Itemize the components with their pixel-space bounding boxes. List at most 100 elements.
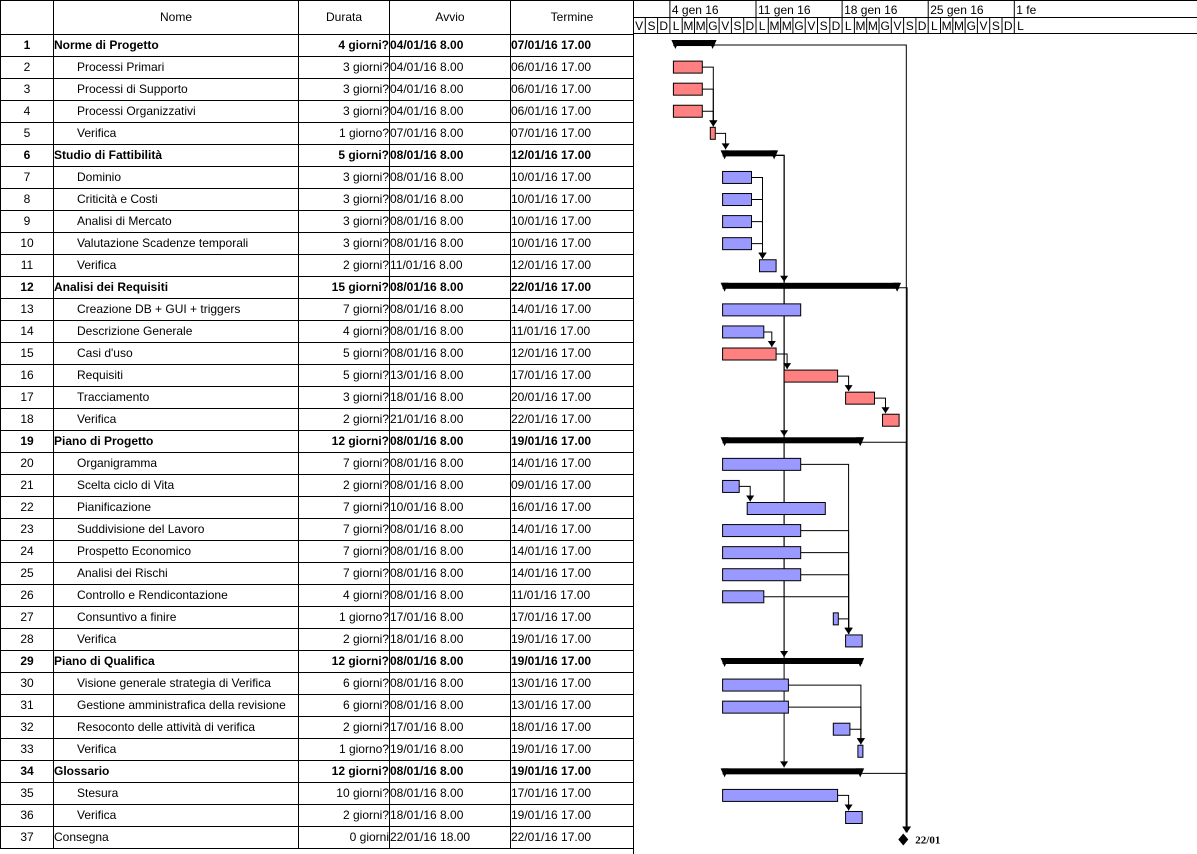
task-end[interactable]: 12/01/16 17.00 (510, 144, 634, 167)
task-end[interactable]: 14/01/16 17.00 (510, 452, 634, 475)
task-end[interactable]: 19/01/16 17.00 (510, 804, 634, 827)
column-header-duration[interactable]: Durata (298, 0, 390, 35)
table-row[interactable]: 2 Processi Primari 3 giorni? 04/01/16 8.00 0… (0, 56, 634, 79)
task-duration[interactable]: 3 giorni? (298, 232, 390, 255)
task-name[interactable]: Criticità e Costi (53, 188, 299, 211)
task-end[interactable]: 14/01/16 17.00 (510, 298, 634, 321)
table-row[interactable]: 33 Verifica 1 giorno? 19/01/16 8.00 19/01/16… (0, 738, 634, 761)
task-name[interactable]: Stesura (53, 782, 299, 805)
task-name[interactable]: Studio di Fattibilità (53, 144, 299, 167)
table-row[interactable]: 10 Valutazione Scadenze temporali 3 giorni… (0, 232, 634, 255)
task-duration[interactable]: 10 giorni? (298, 782, 390, 805)
task-start[interactable]: 04/01/16 8.00 (389, 34, 511, 57)
task-end[interactable]: 06/01/16 17.00 (510, 56, 634, 79)
task-end[interactable]: 06/01/16 17.00 (510, 78, 634, 101)
task-duration[interactable]: 3 giorni? (298, 166, 390, 189)
task-start[interactable]: 08/01/16 8.00 (389, 210, 511, 233)
task-duration[interactable]: 15 giorni? (298, 276, 390, 299)
task-start[interactable]: 08/01/16 8.00 (389, 650, 511, 673)
column-header-start[interactable]: Avvio (389, 0, 511, 35)
table-row[interactable]: 20 Organigramma 7 giorni? 08/01/16 8.00 14/0… (0, 452, 634, 475)
task-id[interactable]: 9 (0, 210, 54, 233)
task-start[interactable]: 08/01/16 8.00 (389, 276, 511, 299)
task-name[interactable]: Norme di Progetto (53, 34, 299, 57)
task-start[interactable]: 08/01/16 8.00 (389, 540, 511, 563)
task-id[interactable]: 24 (0, 540, 54, 563)
table-row[interactable]: 13 Creazione DB + GUI + triggers 7 giorni?… (0, 298, 634, 321)
column-header-id[interactable] (0, 0, 54, 35)
task-duration[interactable]: 7 giorni? (298, 452, 390, 475)
task-duration[interactable]: 3 giorni? (298, 210, 390, 233)
task-name[interactable]: Processi Organizzativi (53, 100, 299, 123)
task-start[interactable]: 08/01/16 8.00 (389, 342, 511, 365)
task-duration[interactable]: 5 giorni? (298, 342, 390, 365)
table-row[interactable]: 23 Suddivisione del Lavoro 7 giorni? 08/01/… (0, 518, 634, 541)
task-start[interactable]: 08/01/16 8.00 (389, 298, 511, 321)
task-end[interactable]: 07/01/16 17.00 (510, 34, 634, 57)
task-start[interactable]: 19/01/16 8.00 (389, 738, 511, 761)
task-name[interactable]: Organigramma (53, 452, 299, 475)
task-id[interactable]: 28 (0, 628, 54, 651)
task-name[interactable]: Pianificazione (53, 496, 299, 519)
task-name[interactable]: Analisi di Mercato (53, 210, 299, 233)
task-start[interactable]: 08/01/16 8.00 (389, 518, 511, 541)
task-duration[interactable]: 3 giorni? (298, 386, 390, 409)
task-end[interactable]: 19/01/16 17.00 (510, 760, 634, 783)
task-duration[interactable]: 12 giorni? (298, 430, 390, 453)
task-name[interactable]: Scelta ciclo di Vita (53, 474, 299, 497)
task-end[interactable]: 10/01/16 17.00 (510, 166, 634, 189)
task-start[interactable]: 08/01/16 8.00 (389, 430, 511, 453)
task-duration[interactable]: 4 giorni? (298, 34, 390, 57)
task-start[interactable]: 08/01/16 8.00 (389, 166, 511, 189)
task-id[interactable]: 8 (0, 188, 54, 211)
task-end[interactable]: 10/01/16 17.00 (510, 232, 634, 255)
table-row[interactable]: 11 Verifica 2 giorni? 11/01/16 8.00 12/01/16… (0, 254, 634, 277)
task-name[interactable]: Verifica (53, 122, 299, 145)
table-row[interactable]: 35 Stesura 10 giorni? 08/01/16 8.00 17/01/16… (0, 782, 634, 805)
task-id[interactable]: 4 (0, 100, 54, 123)
task-duration[interactable]: 4 giorni? (298, 320, 390, 343)
task-id[interactable]: 34 (0, 760, 54, 783)
task-start[interactable]: 22/01/16 18.00 (389, 826, 511, 849)
task-duration[interactable]: 4 giorni? (298, 584, 390, 607)
task-name[interactable]: Piano di Qualifica (53, 650, 299, 673)
table-row[interactable]: 18 Verifica 2 giorni? 21/01/16 8.00 22/01/16… (0, 408, 634, 431)
task-end[interactable]: 18/01/16 17.00 (510, 716, 634, 739)
task-start[interactable]: 10/01/16 8.00 (389, 496, 511, 519)
task-start[interactable]: 08/01/16 8.00 (389, 694, 511, 717)
task-duration[interactable]: 7 giorni? (298, 540, 390, 563)
task-id[interactable]: 30 (0, 672, 54, 695)
task-name[interactable]: Processi Primari (53, 56, 299, 79)
table-row[interactable]: 16 Requisiti 5 giorni? 13/01/16 8.00 17/01/1… (0, 364, 634, 387)
task-end[interactable]: 17/01/16 17.00 (510, 364, 634, 387)
task-end[interactable]: 22/01/16 17.00 (510, 408, 634, 431)
task-id[interactable]: 20 (0, 452, 54, 475)
task-start[interactable]: 18/01/16 8.00 (389, 804, 511, 827)
task-name[interactable]: Resoconto delle attività di verifica (53, 716, 299, 739)
task-id[interactable]: 15 (0, 342, 54, 365)
table-row[interactable]: 17 Tracciamento 3 giorni? 18/01/16 8.00 20/0… (0, 386, 634, 409)
task-start[interactable]: 07/01/16 8.00 (389, 122, 511, 145)
task-start[interactable]: 08/01/16 8.00 (389, 782, 511, 805)
task-name[interactable]: Piano di Progetto (53, 430, 299, 453)
task-start[interactable]: 08/01/16 8.00 (389, 144, 511, 167)
table-row[interactable]: 19 Piano di Progetto 12 giorni? 08/01/16 8.… (0, 430, 634, 453)
table-row[interactable]: 36 Verifica 2 giorni? 18/01/16 8.00 19/01/16… (0, 804, 634, 827)
task-id[interactable]: 1 (0, 34, 54, 57)
task-start[interactable]: 17/01/16 8.00 (389, 716, 511, 739)
task-start[interactable]: 08/01/16 8.00 (389, 452, 511, 475)
task-name[interactable]: Suddivisione del Lavoro (53, 518, 299, 541)
task-start[interactable]: 08/01/16 8.00 (389, 188, 511, 211)
table-row[interactable]: 22 Pianificazione 7 giorni? 10/01/16 8.00 16… (0, 496, 634, 519)
task-name[interactable]: Creazione DB + GUI + triggers (53, 298, 299, 321)
task-name[interactable]: Verifica (53, 254, 299, 277)
task-duration[interactable]: 2 giorni? (298, 254, 390, 277)
task-id[interactable]: 25 (0, 562, 54, 585)
task-duration[interactable]: 6 giorni? (298, 672, 390, 695)
task-end[interactable]: 14/01/16 17.00 (510, 518, 634, 541)
task-id[interactable]: 31 (0, 694, 54, 717)
task-start[interactable]: 08/01/16 8.00 (389, 232, 511, 255)
task-start[interactable]: 11/01/16 8.00 (389, 254, 511, 277)
task-name[interactable]: Verifica (53, 408, 299, 431)
task-duration[interactable]: 3 giorni? (298, 78, 390, 101)
